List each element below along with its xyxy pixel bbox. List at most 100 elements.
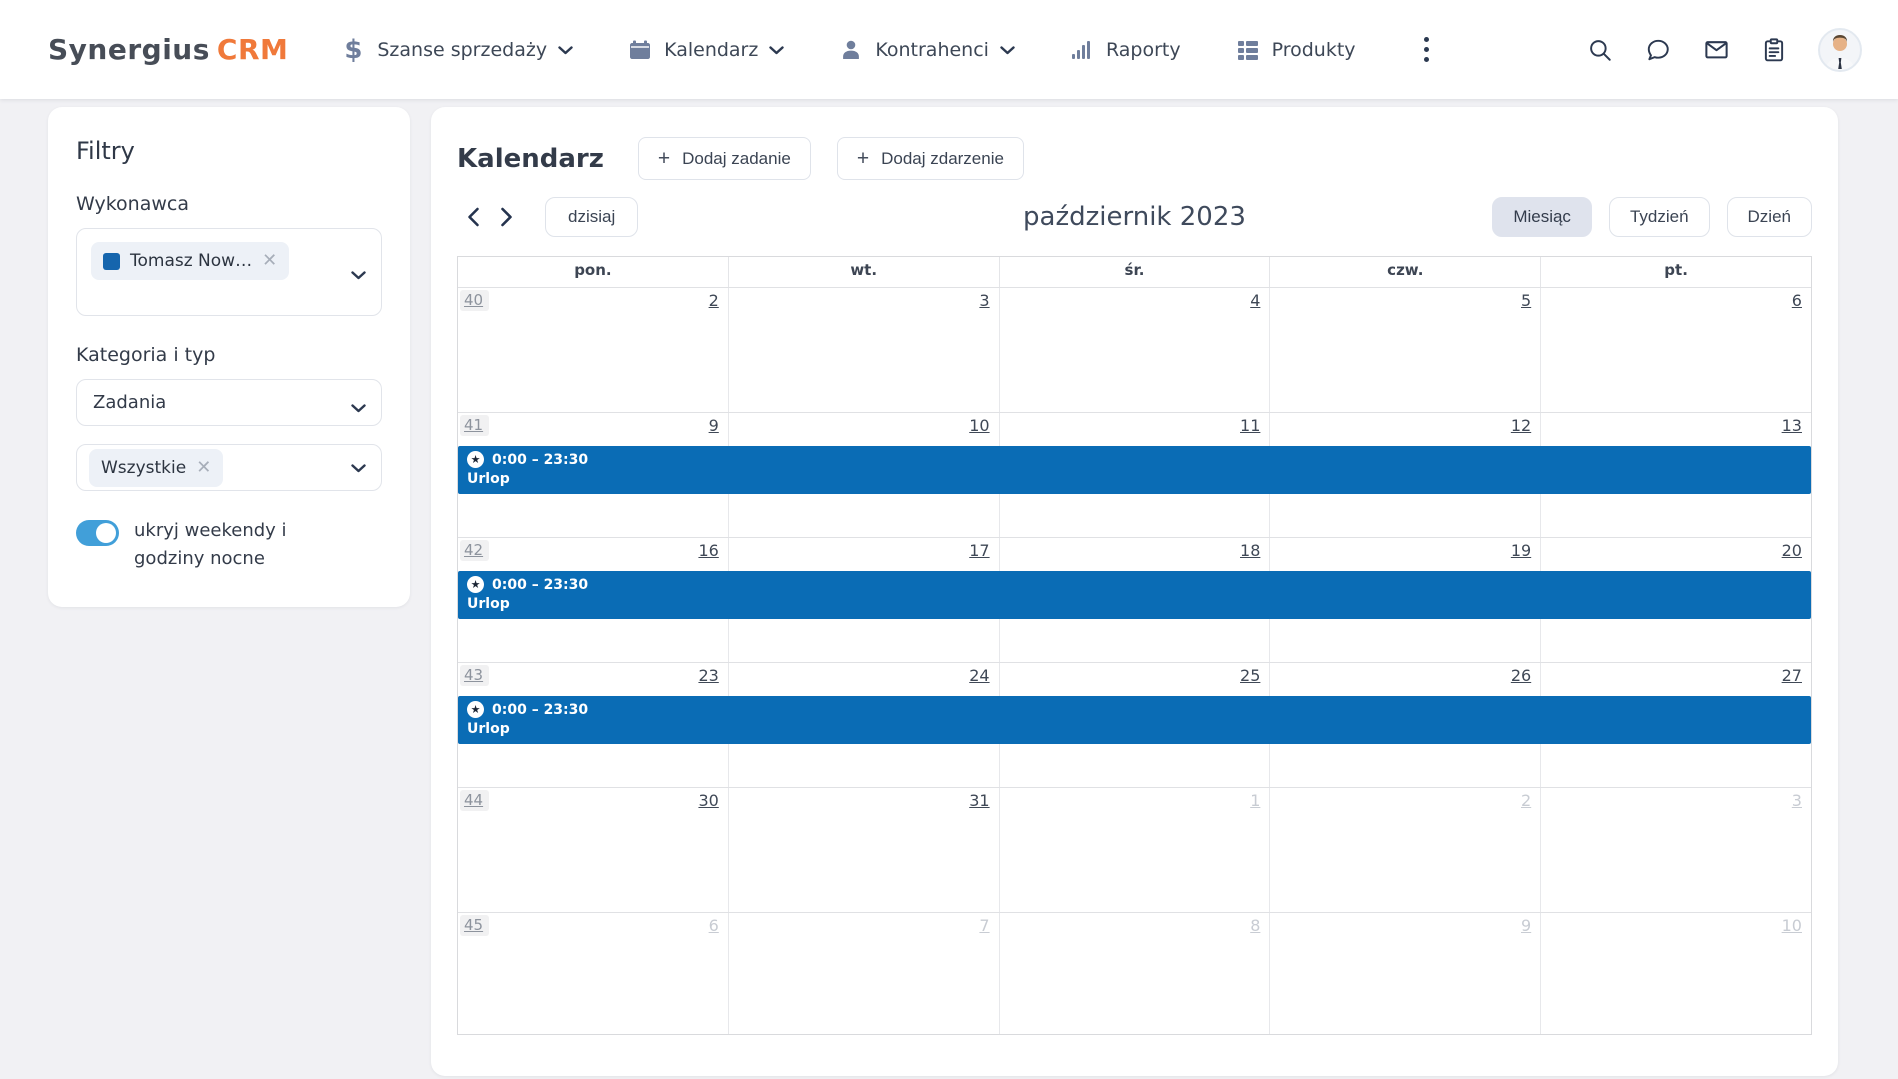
day-cell[interactable]: 27 bbox=[1541, 663, 1811, 787]
chip-remove-icon[interactable]: ✕ bbox=[196, 456, 212, 478]
date-link[interactable]: 13 bbox=[1781, 416, 1802, 435]
date-link[interactable]: 23 bbox=[698, 666, 719, 685]
menu-item-szanse-sprzedazy[interactable]: $ Szanse sprzedaży bbox=[340, 37, 573, 63]
event-bar-urlop[interactable]: ★ 0:00 – 23:30 Urlop bbox=[458, 696, 1811, 744]
wykonawca-chip: Tomasz Now… ✕ bbox=[91, 242, 290, 280]
clipboard-icon[interactable] bbox=[1760, 36, 1788, 64]
chevron-down-icon bbox=[351, 265, 366, 284]
hide-weekends-row: ukryj weekendy i godziny nocne bbox=[76, 517, 382, 573]
more-menu-kebab-icon[interactable] bbox=[1416, 33, 1437, 66]
date-link[interactable]: 6 bbox=[1791, 291, 1802, 310]
date-link[interactable]: 30 bbox=[698, 791, 719, 810]
typ-select[interactable]: Zadania bbox=[76, 379, 382, 426]
today-button[interactable]: dzisiaj bbox=[545, 197, 639, 237]
day-cell[interactable]: 3 bbox=[1541, 788, 1811, 912]
view-month-button[interactable]: Miesiąc bbox=[1492, 197, 1592, 237]
wykonawca-select[interactable]: Tomasz Now… ✕ bbox=[76, 228, 382, 316]
calendar-week-row: 9 10 11 12 13 41 ★ 0:00 – 23:30 Urlop bbox=[458, 412, 1811, 537]
day-cell[interactable]: 5 bbox=[1270, 288, 1542, 412]
week-number-link[interactable]: 42 bbox=[460, 540, 490, 561]
date-link[interactable]: 16 bbox=[698, 541, 719, 560]
menu-item-produkty[interactable]: Produkty bbox=[1235, 37, 1356, 63]
date-link[interactable]: 11 bbox=[1240, 416, 1261, 435]
filters-title: Filtry bbox=[76, 137, 135, 165]
date-link[interactable]: 1 bbox=[1250, 791, 1261, 810]
date-link[interactable]: 9 bbox=[1521, 916, 1532, 935]
plus-icon: + bbox=[856, 147, 870, 170]
date-link[interactable]: 3 bbox=[979, 291, 990, 310]
date-link[interactable]: 27 bbox=[1781, 666, 1802, 685]
date-link[interactable]: 2 bbox=[708, 291, 719, 310]
next-month-button[interactable] bbox=[490, 201, 523, 233]
day-cell[interactable]: 30 bbox=[458, 788, 729, 912]
page-content: Filtry Wykonawca Tomasz Now… ✕ Kategoria… bbox=[0, 99, 1898, 1076]
day-cell[interactable]: 7 bbox=[729, 913, 1000, 1034]
day-cell[interactable]: 8 bbox=[1000, 913, 1271, 1034]
menu-item-kontrahenci[interactable]: Kontrahenci bbox=[838, 37, 1015, 63]
date-link[interactable]: 8 bbox=[1250, 916, 1261, 935]
add-event-button[interactable]: + Dodaj zdarzenie bbox=[836, 137, 1024, 180]
day-cell[interactable]: 1 bbox=[1000, 788, 1271, 912]
chip-remove-icon[interactable]: ✕ bbox=[262, 250, 278, 271]
day-cell[interactable]: 20 bbox=[1541, 538, 1811, 662]
event-bar-urlop[interactable]: ★ 0:00 – 23:30 Urlop bbox=[458, 446, 1811, 494]
add-task-button[interactable]: + Dodaj zadanie bbox=[637, 137, 811, 180]
date-link[interactable]: 20 bbox=[1781, 541, 1802, 560]
date-link[interactable]: 10 bbox=[969, 416, 990, 435]
menu-item-raporty[interactable]: Raporty bbox=[1069, 37, 1181, 63]
week-number-link[interactable]: 45 bbox=[460, 915, 490, 936]
date-link[interactable]: 25 bbox=[1240, 666, 1261, 685]
date-link[interactable]: 2 bbox=[1521, 791, 1532, 810]
day-cell[interactable]: 6 bbox=[458, 913, 729, 1034]
view-switcher: Miesiąc Tydzień Dzień bbox=[1492, 197, 1812, 237]
date-link[interactable]: 4 bbox=[1250, 291, 1261, 310]
menu-item-kalendarz[interactable]: Kalendarz bbox=[627, 37, 785, 63]
day-cell[interactable]: 2 bbox=[458, 288, 729, 412]
date-link[interactable]: 3 bbox=[1791, 791, 1802, 810]
event-time-row: ★ 0:00 – 23:30 bbox=[467, 451, 1801, 468]
mail-icon[interactable] bbox=[1702, 36, 1730, 64]
date-link[interactable]: 7 bbox=[979, 916, 990, 935]
date-link[interactable]: 12 bbox=[1510, 416, 1532, 435]
event-title: Urlop bbox=[467, 596, 510, 612]
date-link[interactable]: 5 bbox=[1521, 291, 1532, 310]
week-number-link[interactable]: 41 bbox=[460, 415, 490, 436]
date-link[interactable]: 31 bbox=[969, 791, 990, 810]
user-color-swatch bbox=[103, 252, 120, 270]
app-logo[interactable]: Synergius CRM bbox=[48, 33, 288, 66]
date-link[interactable]: 6 bbox=[708, 916, 719, 935]
kategoria-select[interactable]: Wszystkie ✕ bbox=[76, 444, 382, 491]
calendar-week-row: 23 24 25 26 27 43 ★ 0:00 – 23:30 Urlop bbox=[458, 662, 1811, 787]
calendar-grid: pon. wt. śr. czw. pt. 2 3 4 5 6 40 9 10 11 12 13 41… bbox=[457, 256, 1812, 1035]
event-bar-urlop[interactable]: ★ 0:00 – 23:30 Urlop bbox=[458, 571, 1811, 619]
date-link[interactable]: 24 bbox=[969, 666, 990, 685]
view-day-button[interactable]: Dzień bbox=[1726, 197, 1812, 237]
hide-weekends-toggle[interactable] bbox=[76, 520, 119, 546]
day-cell[interactable]: 4 bbox=[1000, 288, 1271, 412]
date-link[interactable]: 9 bbox=[708, 416, 719, 435]
calendar-week-row: 2 3 4 5 6 40 bbox=[458, 287, 1811, 412]
date-link[interactable]: 26 bbox=[1510, 666, 1532, 685]
search-icon[interactable] bbox=[1586, 36, 1614, 64]
calendar-toolbar: dzisiaj październik 2023 Miesiąc Tydzień… bbox=[457, 196, 1812, 238]
user-avatar[interactable] bbox=[1818, 27, 1862, 72]
date-link[interactable]: 10 bbox=[1781, 916, 1802, 935]
date-link[interactable]: 17 bbox=[969, 541, 990, 560]
chat-icon[interactable] bbox=[1644, 36, 1672, 64]
date-link[interactable]: 19 bbox=[1510, 541, 1532, 560]
day-cell[interactable]: 13 bbox=[1541, 413, 1811, 537]
week-number-link[interactable]: 43 bbox=[460, 665, 490, 686]
day-cell[interactable]: 2 bbox=[1270, 788, 1542, 912]
date-link[interactable]: 18 bbox=[1240, 541, 1261, 560]
day-cell[interactable]: 10 bbox=[1541, 913, 1811, 1034]
logo-text-synergius: Synergius bbox=[48, 33, 210, 66]
day-cell[interactable]: 9 bbox=[1270, 913, 1542, 1034]
week-number-link[interactable]: 44 bbox=[460, 790, 490, 811]
day-cell[interactable]: 3 bbox=[729, 288, 1000, 412]
day-cell[interactable]: 6 bbox=[1541, 288, 1811, 412]
main-menu: $ Szanse sprzedaży Kalendarz Kontrahenci… bbox=[340, 33, 1436, 66]
prev-month-button[interactable] bbox=[457, 201, 490, 233]
view-week-button[interactable]: Tydzień bbox=[1608, 197, 1710, 237]
week-number-link[interactable]: 40 bbox=[460, 290, 490, 311]
day-cell[interactable]: 31 bbox=[729, 788, 1000, 912]
